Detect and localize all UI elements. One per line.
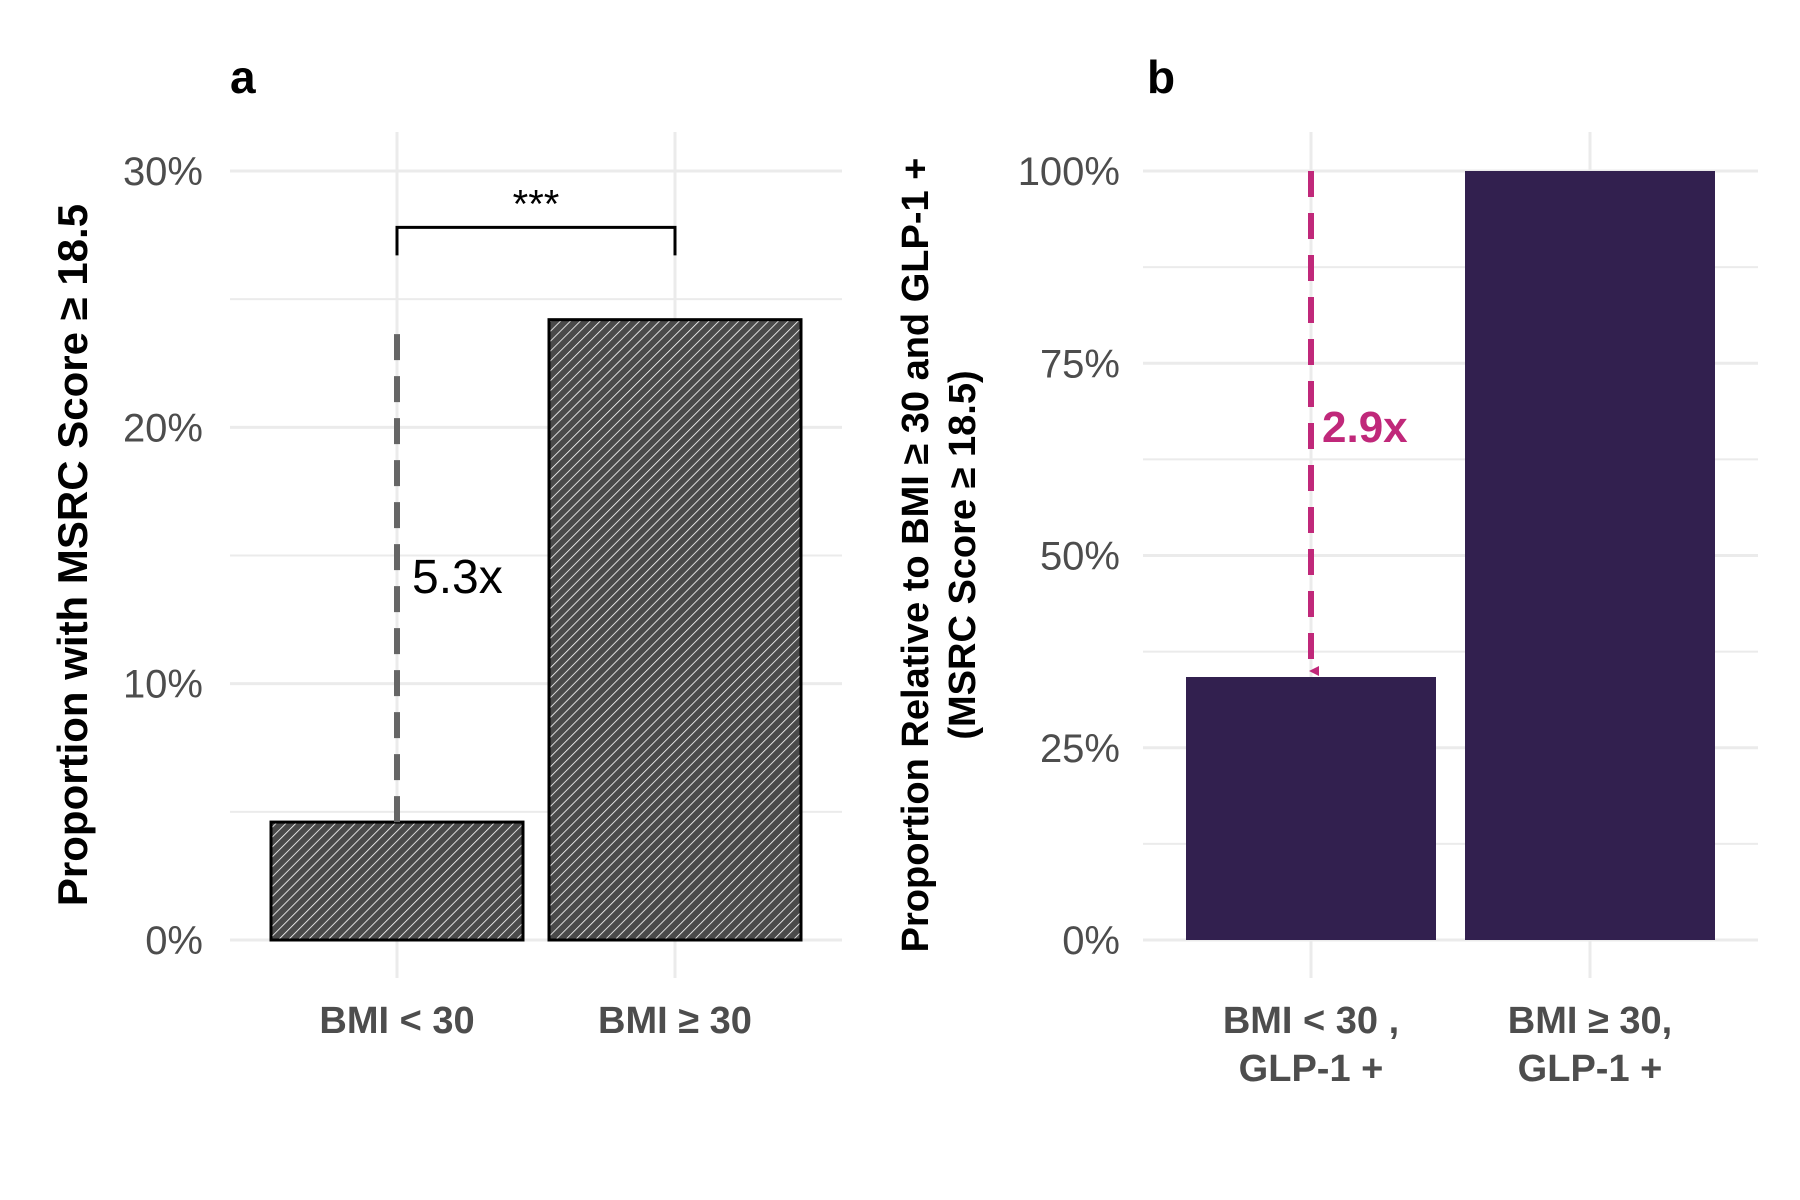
panel-b-y-tick-label: 50% (1040, 535, 1120, 579)
panel-b-x-tick-label-line: BMI < 30 , (1223, 1000, 1399, 1042)
panel-a-y-tick-label: 0% (145, 919, 203, 963)
panel-b-y-axis-label: Proportion Relative to BMI ≥ 30 and GLP-… (895, 158, 937, 953)
panel-a-y-ticks: 0% 10% 20% 30% (123, 150, 203, 963)
panel-a-bars (269, 318, 803, 942)
panel-a-annotations: *** 5.3x (394, 182, 677, 823)
panel-b-x-tick-label-line: GLP-1 + (1239, 1048, 1384, 1090)
panel-a-x-ticks: BMI < 30 BMI ≥ 30 (319, 1000, 752, 1042)
panel-a-y-axis-label: Proportion with MSRC Score ≥ 18.5 (49, 204, 96, 906)
panel-a-y-tick-label: 20% (123, 406, 203, 450)
panel-a-bar (269, 820, 525, 942)
panel-b-x-tick-label-line: GLP-1 + (1518, 1048, 1663, 1090)
panel-a: a 0% 10% 20% 30% BMI < 30 BMI ≥ 30 *** 5.3x P… (49, 51, 842, 1042)
panel-a-significance-bracket (395, 225, 677, 256)
panel-b-y-tick-label: 0% (1062, 919, 1120, 963)
panel-b-y-axis-label-line2: (MSRC Score ≥ 18.5) (942, 370, 984, 739)
panel-b-x-ticks: BMI < 30 , GLP-1 + BMI ≥ 30, GLP-1 + (1223, 1000, 1672, 1090)
panel-b-y-tick-label: 100% (1018, 150, 1120, 194)
panel-a-y-tick-label: 10% (123, 663, 203, 707)
panel-b-y-tick-label: 25% (1040, 727, 1120, 771)
panel-a-bar (547, 318, 803, 942)
panel-b-y-tick-label: 75% (1040, 342, 1120, 386)
panel-b-bars (1186, 171, 1715, 940)
panel-b-x-tick-label-line: BMI ≥ 30, (1508, 1000, 1672, 1042)
panel-a-x-tick-label: BMI < 30 (319, 1000, 474, 1042)
panel-a-significance-label: *** (513, 182, 560, 226)
panel-b-ratio-label: 2.9x (1322, 403, 1408, 452)
panel-b-tag: b (1147, 51, 1175, 103)
panel-b-x-tick-label: BMI < 30 , GLP-1 + (1223, 1000, 1399, 1090)
panel-b-annotations: 2.9x (1308, 171, 1408, 677)
panel-a-y-tick-label: 30% (123, 150, 203, 194)
panel-b: b 0%25%50%75%100% BMI < 30 , GLP-1 +BMI ≥… (895, 51, 1758, 1090)
panel-a-ratio-label: 5.3x (412, 551, 503, 604)
panel-b-y-ticks: 0% 25% 50% 75% 100% (1018, 150, 1120, 963)
panel-b-bar (1186, 677, 1436, 940)
panel-b-x-tick-label: BMI ≥ 30, GLP-1 + (1508, 1000, 1672, 1090)
panel-a-x-tick-label: BMI ≥ 30 (598, 1000, 752, 1042)
panel-a-tag: a (230, 51, 256, 103)
panel-b-bar (1465, 171, 1715, 940)
